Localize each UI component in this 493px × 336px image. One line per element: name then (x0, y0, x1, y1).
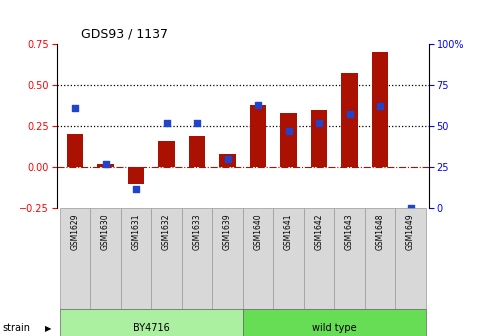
Bar (60, 208, 90, 309)
Text: GSM1630: GSM1630 (101, 213, 110, 250)
Bar (158, 141, 175, 167)
Bar (60, 309, 243, 336)
Bar (243, 309, 426, 336)
Text: ▶: ▶ (45, 324, 52, 333)
Bar (97, 164, 114, 167)
Bar (365, 208, 395, 309)
Point (315, 120, 323, 125)
Text: GSM1631: GSM1631 (132, 213, 141, 250)
Text: GSM1641: GSM1641 (284, 213, 293, 250)
Bar (67, 134, 83, 167)
Bar (90, 208, 121, 309)
Text: GSM1639: GSM1639 (223, 213, 232, 250)
Point (163, 120, 171, 125)
Point (193, 120, 201, 125)
Bar (182, 208, 212, 309)
Text: GSM1633: GSM1633 (193, 213, 202, 250)
Bar (341, 73, 358, 167)
Point (254, 102, 262, 107)
Point (346, 112, 353, 117)
Point (224, 156, 232, 162)
Text: GSM1632: GSM1632 (162, 213, 171, 250)
Bar (249, 104, 266, 167)
Point (376, 103, 384, 109)
Text: wild type: wild type (312, 324, 356, 333)
Bar (334, 208, 365, 309)
Text: GSM1643: GSM1643 (345, 213, 354, 250)
Text: BY4716: BY4716 (133, 324, 170, 333)
Text: GSM1648: GSM1648 (376, 213, 385, 250)
Text: GSM1649: GSM1649 (406, 213, 415, 250)
Text: GDS93 / 1137: GDS93 / 1137 (81, 27, 168, 40)
Point (407, 206, 415, 211)
Point (132, 186, 140, 191)
Point (284, 128, 292, 134)
Bar (243, 208, 273, 309)
Bar (304, 208, 334, 309)
Text: GSM1640: GSM1640 (253, 213, 263, 250)
Text: GSM1629: GSM1629 (70, 213, 79, 250)
Bar (273, 208, 304, 309)
Bar (189, 136, 206, 167)
Point (71, 105, 79, 111)
Bar (128, 167, 144, 184)
Bar (311, 110, 327, 167)
Point (102, 161, 109, 167)
Bar (212, 208, 243, 309)
Bar (121, 208, 151, 309)
Bar (280, 113, 297, 167)
Text: strain: strain (2, 324, 31, 333)
Bar (151, 208, 182, 309)
Bar (395, 208, 426, 309)
Bar (219, 154, 236, 167)
Text: GSM1642: GSM1642 (315, 213, 323, 250)
Bar (372, 52, 388, 167)
